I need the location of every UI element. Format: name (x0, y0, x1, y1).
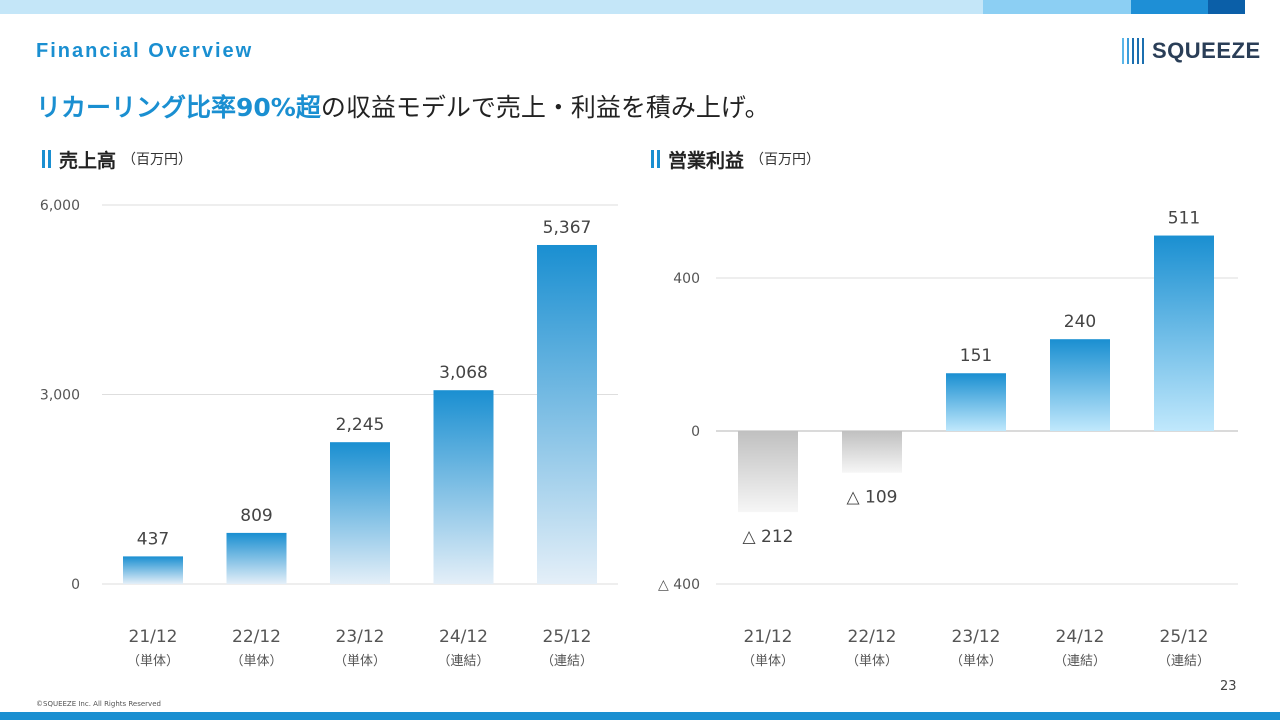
profit-bar (738, 431, 798, 513)
sales-bar (226, 532, 287, 584)
section-marker-icon (42, 150, 51, 168)
sales-category-note: （連結） (437, 654, 489, 669)
profit-value-label: 511 (1168, 209, 1200, 229)
profit-category-label: 21/12 (744, 627, 793, 647)
band-segment-light (0, 0, 983, 14)
section-marker-icon (651, 150, 660, 168)
profit-chart-unit: （百万円） (750, 152, 821, 168)
profit-category-note: （単体） (950, 653, 1002, 669)
profit-category-note: （単体） (742, 653, 794, 669)
sales-value-label: 437 (137, 529, 169, 549)
sales-bar (123, 556, 183, 584)
headline: リカーリング比率90%超の収益モデルで売上・利益を積み上げ。 (36, 88, 770, 124)
sales-category-label: 24/12 (439, 627, 488, 647)
sales-value-label: 3,068 (439, 363, 488, 383)
sales-section-title: 売上高 （百万円） (42, 146, 192, 172)
headline-rest: の収益モデルで売上・利益を積み上げ。 (320, 93, 770, 122)
band-segment-blue (1131, 0, 1208, 14)
sales-y-tick-label: 6,000 (40, 198, 80, 214)
sales-value-label: 2,245 (336, 415, 385, 435)
profit-category-label: 23/12 (952, 627, 1001, 647)
profit-bar (1050, 339, 1110, 431)
sales-category-note: （単体） (334, 653, 386, 669)
profit-category-note: （連結） (1054, 654, 1106, 669)
profit-category-label: 22/12 (848, 627, 897, 647)
top-decorative-band (0, 0, 1245, 14)
profit-value-label: 240 (1064, 312, 1096, 332)
sales-bar-chart: 0 3,000 6,000 437 21/12 （単体） 809 22/12 （単体） 2,245… (40, 198, 618, 669)
sales-category-note: （単体） (127, 653, 179, 669)
sales-bar (330, 442, 390, 584)
profit-value-label: 151 (960, 346, 992, 366)
sales-y-tick-label: 0 (71, 577, 80, 593)
sales-chart-title: 売上高 (59, 149, 117, 172)
profit-category-label: 24/12 (1056, 627, 1105, 647)
profit-category-note: （連結） (1158, 654, 1210, 669)
profit-value-label: △ 212 (743, 527, 794, 547)
headline-accent: リカーリング比率90%超 (36, 93, 321, 122)
page-number: 23 (1220, 679, 1237, 694)
sales-category-note: （連結） (541, 654, 593, 669)
logo-bars-icon (1122, 38, 1144, 64)
sales-category-note: （単体） (230, 653, 282, 669)
sales-category-label: 25/12 (543, 627, 592, 647)
profit-chart-title: 営業利益 (668, 149, 745, 172)
copyright: ©SQUEEZE Inc. All Rights Reserved (36, 700, 161, 708)
company-logo: SQUEEZE (1122, 36, 1261, 66)
profit-category-label: 25/12 (1160, 627, 1209, 647)
profit-y-tick-label: △ 400 (658, 577, 700, 593)
profit-section-title: 営業利益 （百万円） (651, 146, 820, 172)
sales-chart-unit: （百万円） (122, 152, 193, 168)
profit-category-note: （単体） (846, 653, 898, 669)
sales-category-label: 21/12 (129, 627, 178, 647)
profit-bar (946, 373, 1006, 431)
sales-bar (537, 244, 597, 584)
sales-value-label: 809 (240, 506, 272, 526)
profit-y-tick-label: 0 (691, 424, 700, 440)
sales-y-tick-label: 3,000 (40, 388, 80, 404)
logo-text: SQUEEZE (1152, 38, 1261, 63)
band-segment-dark (1208, 0, 1245, 14)
profit-y-tick-label: 400 (673, 271, 700, 287)
operating-profit-bar-chart: △ 400 0 400 △ 212 21/12 （単体） △ 109 22/12 （単体） 151… (658, 209, 1238, 669)
sales-value-label: 5,367 (543, 218, 592, 238)
page-title: Financial Overview (36, 40, 254, 62)
sales-category-label: 23/12 (336, 627, 385, 647)
band-segment-mid (983, 0, 1131, 14)
sales-bar (433, 390, 494, 584)
profit-bar (842, 431, 902, 473)
bottom-decorative-band (0, 712, 1280, 720)
profit-bar (1154, 235, 1214, 431)
sales-category-label: 22/12 (232, 627, 281, 647)
profit-value-label: △ 109 (847, 488, 898, 508)
